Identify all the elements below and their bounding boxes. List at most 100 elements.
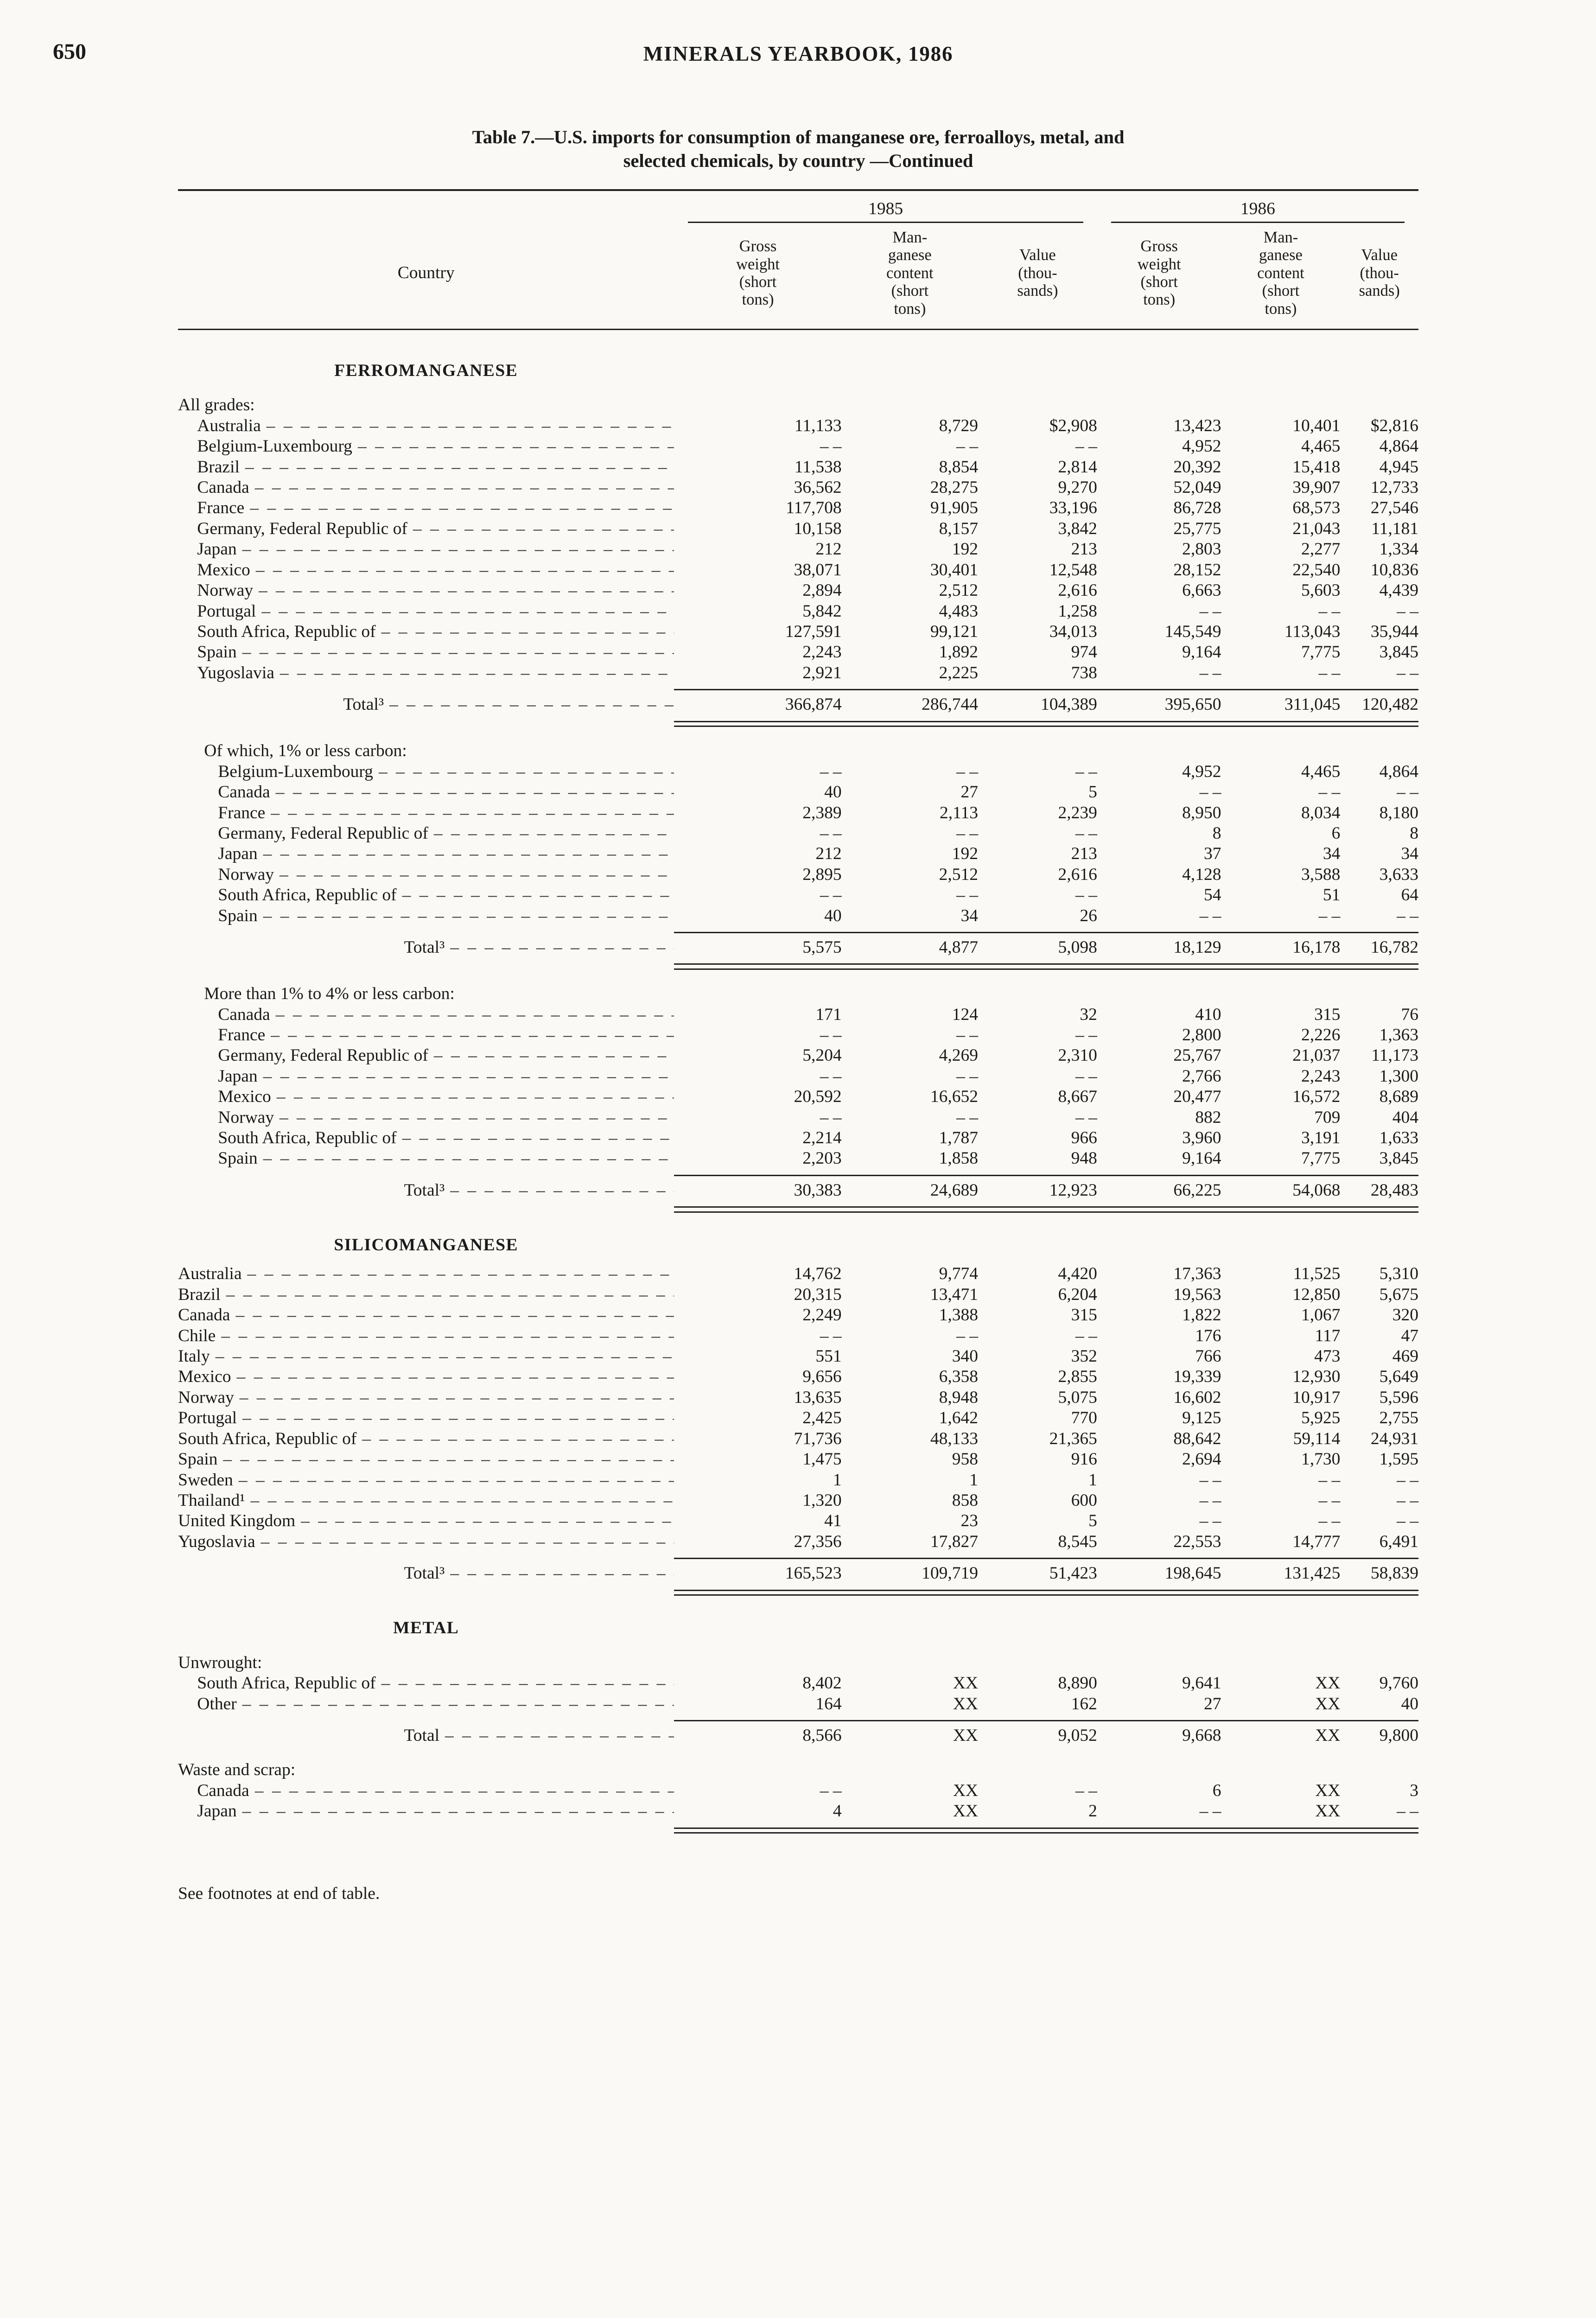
cell-value: 1,258 xyxy=(1058,601,1097,621)
group-label-row: Waste and scrap: xyxy=(178,1760,1418,1780)
cell-value: 2,310 xyxy=(1058,1046,1097,1065)
cell-value: 20,477 xyxy=(1173,1087,1221,1107)
table-row: Mexico 38,071 30,401 12,548 28,152 22,540 10,8… xyxy=(178,560,1418,580)
row-label: United Kingdom xyxy=(178,1511,296,1531)
column-header-country: Country xyxy=(397,263,455,282)
total-row: Total³ 5,575 4,877 5,098 18,129 16,178 16,782 xyxy=(178,937,1418,958)
row-label-cell: Thailand¹ xyxy=(178,1490,674,1511)
row-label: Mexico xyxy=(178,1367,231,1387)
cell-value: 410 xyxy=(1195,1005,1221,1024)
cell-value: 4,952 xyxy=(1182,762,1221,781)
row-label-cell: South Africa, Republic of xyxy=(178,885,674,905)
cell-value: 2,113 xyxy=(940,803,978,822)
column-header-row: Country Gross weight (short tons) Man- g… xyxy=(178,223,1418,329)
table-row: Germany, Federal Republic of – – – – – – 8 6 8 xyxy=(178,823,1418,844)
cell-value: 366,874 xyxy=(785,695,842,714)
table-row: Japan 4 XX 2 – – XX – – xyxy=(178,1801,1418,1821)
total-row: Total³ 165,523 109,719 51,423 198,645 131,425… xyxy=(178,1563,1418,1584)
row-label: Canada xyxy=(218,1005,270,1024)
cell-value: 14,762 xyxy=(794,1264,842,1284)
cell-value: 315 xyxy=(1071,1305,1097,1325)
cell-value: 18,129 xyxy=(1173,937,1221,957)
leader-dashes xyxy=(376,1673,674,1694)
row-label: France xyxy=(218,1025,266,1044)
leader-dashes xyxy=(258,1066,674,1087)
cell-value: 28,483 xyxy=(1370,1180,1418,1200)
row-label: France xyxy=(218,803,266,822)
cell-value: 1,300 xyxy=(1379,1066,1418,1086)
table-row: Norway 13,635 8,948 5,075 16,602 10,917 5,596 xyxy=(178,1388,1418,1408)
cell-value: 40 xyxy=(1401,1694,1418,1713)
table-row: Australia 14,762 9,774 4,420 17,363 11,525 5,3… xyxy=(178,1264,1418,1284)
cell-value: 27 xyxy=(1203,1694,1221,1713)
cell-value: 28,275 xyxy=(930,478,978,497)
cell-value: 51,423 xyxy=(1049,1564,1097,1583)
cell-value: 40 xyxy=(824,906,842,925)
cell-value: 16,602 xyxy=(1173,1388,1221,1407)
cell-value: – – xyxy=(1075,823,1097,843)
leader-dashes xyxy=(265,1025,674,1045)
row-label: Yugoslavia xyxy=(178,1532,255,1551)
cell-value: 5,925 xyxy=(1301,1408,1341,1428)
leader-dashes xyxy=(384,694,674,715)
row-label: Germany, Federal Republic of xyxy=(197,519,407,538)
cell-value: – – xyxy=(820,885,842,905)
cell-value: 2,512 xyxy=(939,865,978,884)
table-row: Canada 40 27 5 – – – – – – xyxy=(178,782,1418,802)
cell-value: 32 xyxy=(1080,1005,1097,1024)
row-label: Canada xyxy=(197,1781,249,1800)
row-label-cell: Total xyxy=(178,1726,674,1746)
cell-value: 2,766 xyxy=(1182,1066,1221,1086)
table-row: Canada 171 124 32 410 315 76 xyxy=(178,1005,1418,1025)
cell-value: 176 xyxy=(1195,1326,1221,1345)
table-row: Australia 11,133 8,729 $2,908 13,423 10,401 $2… xyxy=(178,416,1418,436)
cell-value: 117,708 xyxy=(786,498,842,518)
cell-value: 192 xyxy=(952,844,978,864)
cell-value: 3 xyxy=(1410,1781,1418,1800)
table-title-line1: Table 7.—U.S. imports for consumption of… xyxy=(472,127,1125,147)
cell-value: 22,553 xyxy=(1173,1532,1221,1551)
row-label-cell: Canada xyxy=(178,1781,674,1801)
cell-value: 21,037 xyxy=(1292,1046,1341,1065)
cell-value: – – xyxy=(1318,783,1341,802)
cell-value: – – xyxy=(1199,663,1221,682)
cell-value: 9,125 xyxy=(1182,1408,1221,1428)
row-label-cell: Total³ xyxy=(178,1563,674,1584)
row-label: Total³ xyxy=(404,1180,445,1200)
cell-value: 9,270 xyxy=(1058,478,1097,497)
cell-value: 9,656 xyxy=(802,1367,842,1387)
cell-value: 766 xyxy=(1195,1347,1221,1366)
leader-dashes xyxy=(230,1305,674,1325)
cell-value: 1,633 xyxy=(1379,1128,1418,1148)
cell-value: 352 xyxy=(1071,1347,1097,1366)
cell-value: XX xyxy=(1315,1726,1341,1745)
row-label-cell: Germany, Federal Republic of xyxy=(178,823,674,844)
row-label-cell: Yugoslavia xyxy=(178,663,674,683)
cell-value: 2,243 xyxy=(1301,1066,1341,1086)
cell-value: – – xyxy=(1075,762,1097,781)
cell-value: 9,164 xyxy=(1182,643,1221,662)
cell-value: 13,635 xyxy=(794,1388,842,1407)
cell-value: 8,689 xyxy=(1379,1087,1418,1107)
table-row: Portugal 2,425 1,642 770 9,125 5,925 2,755 xyxy=(178,1408,1418,1428)
double-rule xyxy=(674,1827,1418,1834)
leader-dashes xyxy=(258,1148,674,1169)
group-label-row: All grades: xyxy=(178,395,1418,415)
row-label: Japan xyxy=(218,1066,258,1086)
table-row: Belgium-Luxembourg – – – – – – 4,952 4,465 4,8… xyxy=(178,762,1418,782)
leader-dashes xyxy=(210,1346,674,1367)
cell-value: 8,890 xyxy=(1058,1674,1097,1693)
cell-value: 145,549 xyxy=(1164,622,1221,641)
cell-value: – – xyxy=(956,1326,978,1345)
cell-value: 21,365 xyxy=(1049,1429,1097,1448)
column-header-value-1986: Value (thou- sands) xyxy=(1359,246,1400,300)
cell-value: 26 xyxy=(1080,906,1097,925)
cell-value: 162 xyxy=(1071,1694,1097,1713)
cell-value: 315 xyxy=(1314,1005,1341,1024)
cell-value: 212 xyxy=(815,540,842,559)
cell-value: – – xyxy=(1075,1781,1097,1800)
cell-value: 7,775 xyxy=(1301,643,1341,662)
cell-value: 5,842 xyxy=(802,601,842,621)
cell-value: 966 xyxy=(1071,1128,1097,1148)
